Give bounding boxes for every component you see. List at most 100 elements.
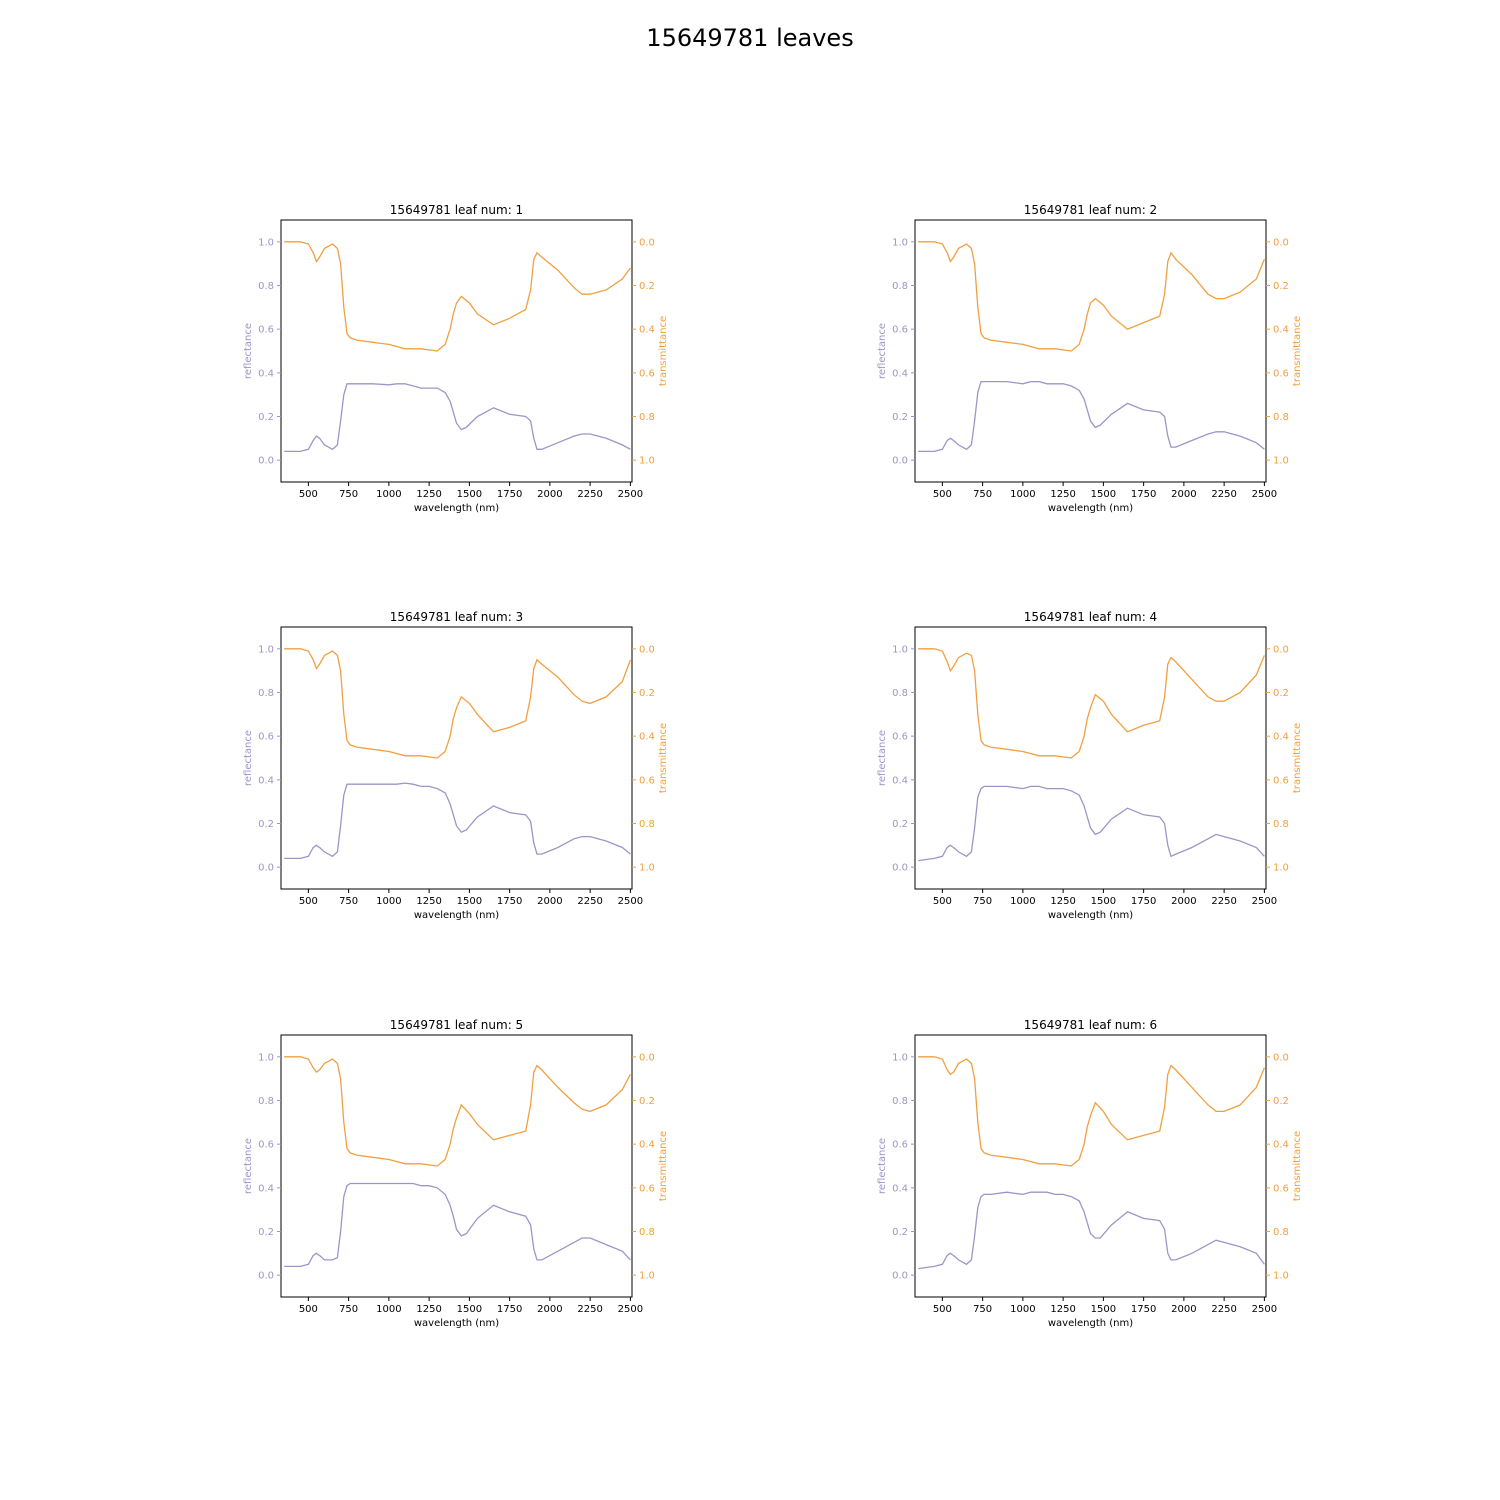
reflectance-line [284, 383, 631, 453]
plot-frame [280, 1034, 633, 1298]
y-left-tick-label: 0.6 [258, 1140, 274, 1151]
figure-title: 15649781 leaves [646, 24, 854, 52]
reflectance-line [284, 782, 631, 860]
y-right-tick-label: 0.2 [1273, 1096, 1289, 1107]
x-tick-label: 750 [339, 489, 358, 500]
transmittance-line [284, 241, 631, 352]
x-tick-label: 2000 [1171, 896, 1196, 907]
y-left-tick-label: 0.2 [892, 819, 908, 830]
y-left-axis-label: reflectance [877, 1138, 888, 1194]
x-tick-label: 2250 [1211, 896, 1236, 907]
x-tick-label: 2000 [1171, 1304, 1196, 1315]
reflectance-line [918, 1191, 1265, 1270]
x-tick-label: 2250 [1211, 489, 1236, 500]
plot-frame [280, 626, 633, 890]
y-right-tick-label: 0.4 [639, 325, 655, 336]
x-tick-label: 1500 [1091, 1304, 1116, 1315]
y-right-tick-label: 1.0 [639, 1271, 655, 1282]
y-left-axis-label: reflectance [877, 323, 888, 379]
x-tick-label: 1000 [1010, 896, 1035, 907]
y-left-tick-label: 0.2 [258, 412, 274, 423]
x-tick-label: 750 [339, 896, 358, 907]
subplot-title: 15649781 leaf num: 3 [390, 610, 523, 624]
y-left-tick-label: 1.0 [258, 644, 274, 655]
x-tick-label: 2250 [577, 489, 602, 500]
x-tick-label: 1250 [416, 1304, 441, 1315]
y-right-tick-label: 1.0 [1273, 456, 1289, 467]
x-tick-label: 500 [299, 489, 318, 500]
x-tick-label: 1250 [416, 489, 441, 500]
y-left-tick-label: 0.0 [892, 1271, 908, 1282]
transmittance-line [918, 241, 1266, 352]
x-tick-label: 1500 [457, 896, 482, 907]
x-tick-label: 1750 [497, 896, 522, 907]
x-tick-label: 1000 [1010, 1304, 1035, 1315]
x-tick-label: 2250 [577, 896, 602, 907]
y-left-tick-label: 0.4 [258, 368, 274, 379]
y-right-tick-label: 0.6 [1273, 368, 1289, 379]
y-left-tick-label: 1.0 [258, 237, 274, 248]
y-left-tick-label: 0.0 [258, 1271, 274, 1282]
y-left-tick-label: 0.8 [258, 281, 274, 292]
y-left-tick-label: 0.8 [258, 688, 274, 699]
y-right-tick-label: 0.2 [1273, 281, 1289, 292]
x-tick-label: 2000 [537, 896, 562, 907]
x-tick-label: 750 [973, 489, 992, 500]
x-tick-label: 1500 [457, 1304, 482, 1315]
y-right-tick-label: 0.8 [1273, 819, 1289, 830]
y-right-axis-label: transmittance [658, 723, 669, 793]
plot-frame [914, 626, 1267, 890]
y-right-axis-label: transmittance [658, 316, 669, 386]
y-left-tick-label: 0.2 [258, 819, 274, 830]
x-tick-label: 2500 [1252, 1304, 1277, 1315]
y-left-tick-label: 0.6 [892, 325, 908, 336]
y-left-axis-label: reflectance [243, 730, 254, 786]
y-left-tick-label: 1.0 [892, 237, 908, 248]
x-axis-label: wavelength (nm) [1048, 503, 1133, 514]
y-left-tick-label: 1.0 [892, 644, 908, 655]
x-tick-label: 2500 [618, 896, 643, 907]
y-right-tick-label: 0.6 [1273, 1183, 1289, 1194]
subplot-5: 500 750 1000 1250 1500 1750 2000 2250 2500 0.0 0.2… [243, 1018, 669, 1329]
y-left-tick-label: 0.6 [892, 1140, 908, 1151]
y-left-tick-label: 0.4 [258, 775, 274, 786]
y-left-tick-label: 0.8 [892, 688, 908, 699]
y-left-tick-label: 0.4 [892, 368, 908, 379]
y-right-tick-label: 1.0 [1273, 863, 1289, 874]
subplot-title: 15649781 leaf num: 4 [1024, 610, 1157, 624]
plot-frame [914, 219, 1267, 483]
y-left-tick-label: 0.8 [892, 1096, 908, 1107]
y-right-tick-label: 0.0 [1273, 1052, 1289, 1063]
x-axis-label: wavelength (nm) [414, 503, 499, 514]
x-tick-label: 2500 [1252, 489, 1277, 500]
y-left-axis-label: reflectance [243, 323, 254, 379]
x-tick-label: 1000 [376, 489, 401, 500]
y-right-tick-label: 1.0 [1273, 1271, 1289, 1282]
y-right-tick-label: 0.4 [1273, 1140, 1289, 1151]
y-left-tick-label: 0.0 [258, 863, 274, 874]
y-right-tick-label: 0.6 [639, 1183, 655, 1194]
x-tick-label: 750 [973, 896, 992, 907]
x-tick-label: 500 [933, 1304, 952, 1315]
x-axis-label: wavelength (nm) [1048, 1318, 1133, 1329]
y-right-tick-label: 0.4 [1273, 732, 1289, 743]
reflectance-line [918, 785, 1265, 862]
x-tick-label: 1750 [1131, 489, 1156, 500]
x-tick-label: 750 [339, 1304, 358, 1315]
x-axis-label: wavelength (nm) [414, 1318, 499, 1329]
y-left-tick-label: 0.4 [892, 775, 908, 786]
x-tick-label: 1250 [1050, 896, 1075, 907]
y-right-tick-label: 0.8 [639, 819, 655, 830]
y-left-tick-label: 0.0 [258, 456, 274, 467]
x-tick-label: 2000 [1171, 489, 1196, 500]
y-right-tick-label: 0.2 [1273, 688, 1289, 699]
y-left-tick-label: 0.4 [892, 1183, 908, 1194]
y-right-tick-label: 0.4 [1273, 325, 1289, 336]
y-right-axis-label: transmittance [1292, 316, 1303, 386]
subplot-6: 500 750 1000 1250 1500 1750 2000 2250 2500 0.0 0.2… [877, 1018, 1303, 1329]
x-tick-label: 1500 [1091, 489, 1116, 500]
x-tick-label: 1250 [416, 896, 441, 907]
subplot-title: 15649781 leaf num: 6 [1024, 1018, 1157, 1032]
y-left-axis-label: reflectance [877, 730, 888, 786]
